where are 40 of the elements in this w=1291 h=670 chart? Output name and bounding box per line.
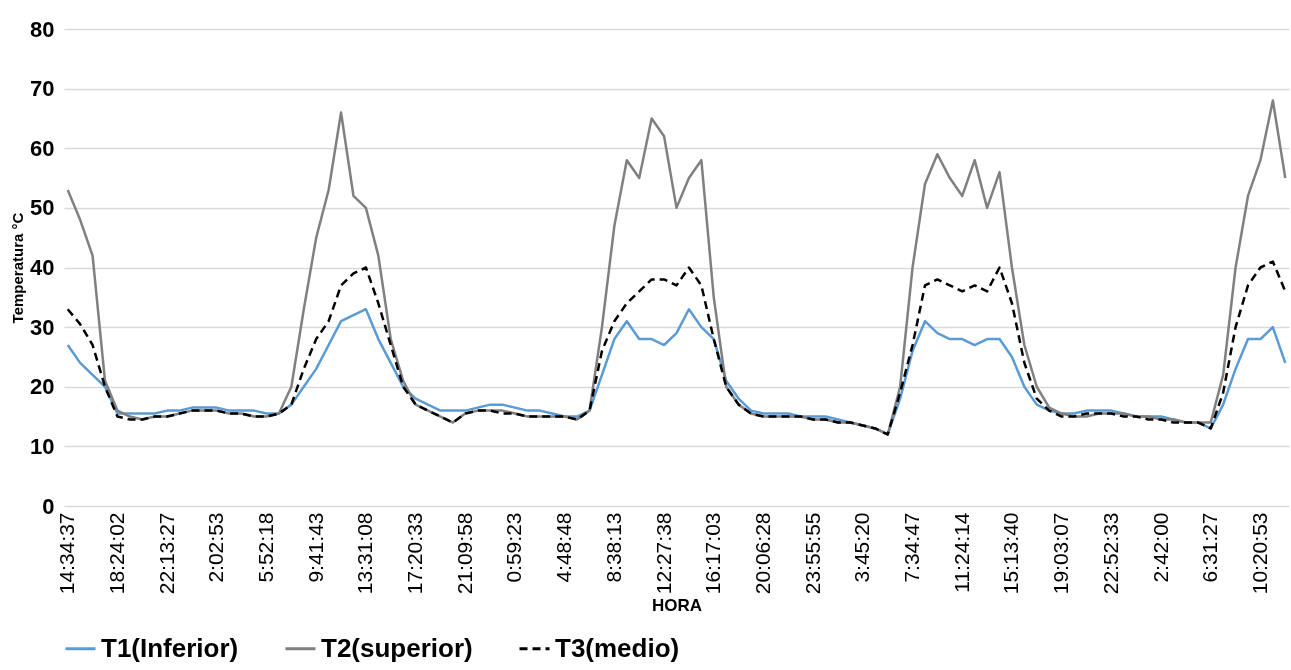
x-tick-label: 8:38:13: [601, 512, 625, 583]
x-tick-label: 0:59:23: [502, 512, 526, 583]
x-tick-label: 3:45:20: [850, 512, 874, 583]
legend-label: T3(medio): [555, 632, 680, 663]
x-tick-label: 7:34:47: [900, 512, 924, 583]
x-tick-label: 10:20:53: [1247, 512, 1271, 595]
line-series: [66, 260, 1287, 436]
y-tick-label: 0: [42, 493, 55, 519]
x-tick-label: 16:17:03: [701, 512, 725, 595]
x-tick-label: 5:52:18: [254, 512, 278, 583]
x-tick-label: 23:55:55: [800, 512, 824, 595]
x-tick-label: 11:24:14: [949, 512, 973, 593]
x-tick-label: 2:42:00: [1148, 512, 1172, 583]
x-tick-label: 20:06:28: [750, 512, 774, 595]
x-tick-label: 9:41:43: [303, 512, 327, 583]
x-tick-label: 17:20:33: [403, 512, 427, 595]
x-tick-label: 2:02:53: [204, 512, 228, 583]
legend-label: T2(superior): [321, 632, 473, 663]
y-tick-label: 10: [30, 433, 55, 459]
y-axis-title: Temperatura °C: [9, 212, 27, 324]
x-tick-label: 15:13:40: [999, 512, 1023, 595]
y-tick-label: 70: [30, 76, 55, 102]
x-tick-label: 4:48:48: [552, 512, 576, 583]
y-tick-label: 50: [30, 195, 55, 221]
x-tick-label: 21:09:58: [452, 512, 476, 595]
y-tick-label: 30: [30, 314, 55, 340]
y-tick-label: 20: [30, 374, 55, 400]
legend-label: T1(Inferior): [101, 632, 239, 663]
y-tick-label: 80: [30, 16, 55, 42]
y-tick-label: 60: [30, 135, 55, 161]
x-tick-label: 14:34:37: [55, 512, 79, 595]
x-tick-label: 19:03:07: [1049, 512, 1073, 595]
x-tick-label: 6:31:27: [1198, 512, 1222, 583]
x-tick-label: 22:52:33: [1098, 512, 1122, 595]
x-tick-label: 13:31:08: [353, 512, 377, 595]
x-tick-label: 12:27:38: [651, 512, 675, 595]
x-axis-title: HORA: [651, 596, 703, 616]
x-tick-label: 22:13:27: [154, 512, 178, 595]
x-tick-label: 18:24:02: [104, 512, 128, 595]
y-tick-label: 40: [30, 255, 55, 280]
